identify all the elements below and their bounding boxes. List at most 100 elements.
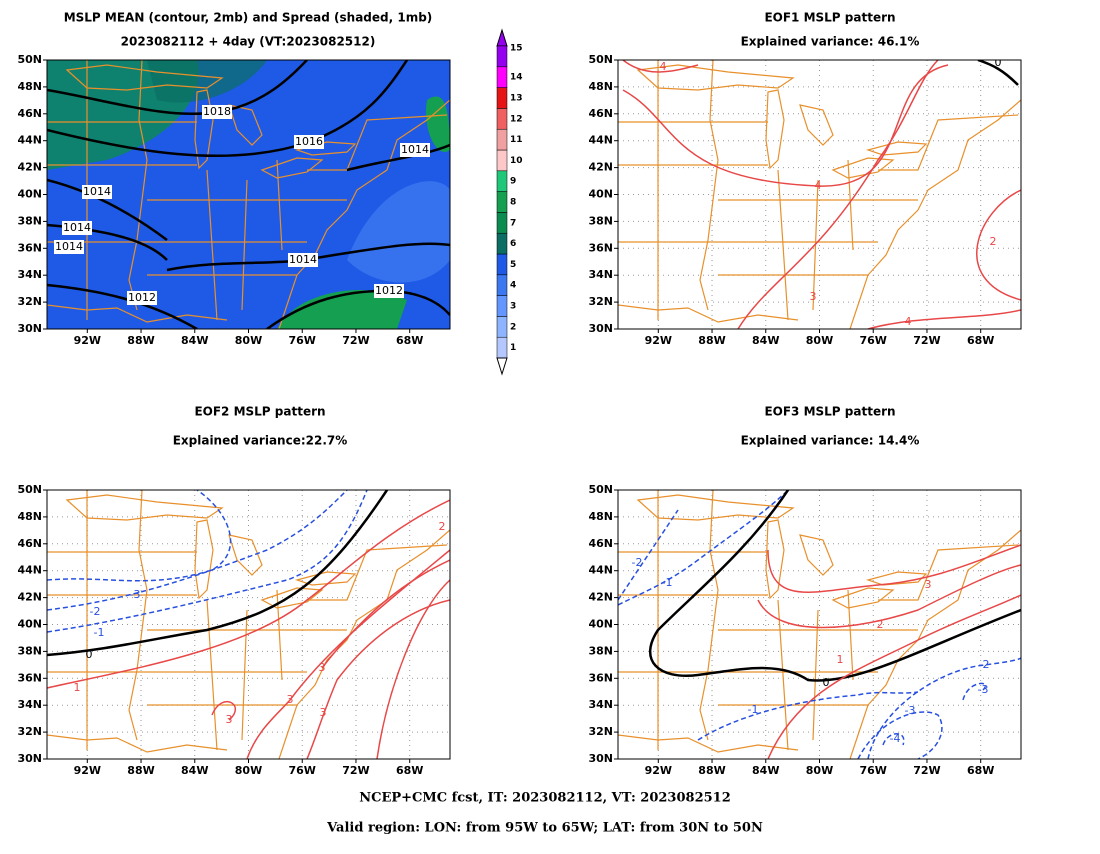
contour-label: -4 <box>890 732 901 745</box>
x-tick-label: 88W <box>698 764 725 777</box>
contour-label: 1014 <box>63 221 91 234</box>
y-tick-label: 32N <box>17 725 42 738</box>
contour-label: 3 <box>925 578 932 591</box>
map-panel: -2 -1 01 2 3 -2 -3 -3 -4 -1 <box>614 489 1022 763</box>
y-tick-label: 30N <box>588 752 613 765</box>
colorbar-label: 11 <box>510 135 523 145</box>
contour-label-box <box>127 291 157 305</box>
y-tick-label: 50N <box>17 483 42 496</box>
x-tick-label: 76W <box>860 764 887 777</box>
y-tick-label: 36N <box>588 241 613 254</box>
contour-line <box>962 682 986 701</box>
contour-label: 1 <box>837 653 844 666</box>
contour-line <box>47 178 168 242</box>
map-frame <box>46 59 451 330</box>
y-tick-label: 46N <box>588 107 613 120</box>
x-tick-label: 80W <box>806 334 833 347</box>
colorbar-label: 7 <box>510 218 516 228</box>
spread-shading <box>426 96 450 152</box>
contour-label: 2 <box>990 235 997 248</box>
y-tick-label: 48N <box>588 510 613 523</box>
y-tick-label: 36N <box>588 671 613 684</box>
contour-label: 0 <box>995 56 1002 69</box>
contour-label: -2 <box>632 556 643 569</box>
map-panel: 1018 1016 1014 1014 1014 1014 1014 1012 1012 <box>43 59 451 333</box>
x-tick-label: 88W <box>127 334 154 347</box>
x-tick-label: 76W <box>289 764 316 777</box>
contour-label: 4 <box>660 60 667 73</box>
map-frame <box>46 489 451 760</box>
y-tick-label: 42N <box>588 161 613 174</box>
colorbar-box <box>496 170 508 192</box>
x-tick-label: 68W <box>967 764 994 777</box>
contour-label: 2 <box>439 520 446 533</box>
contour-label: 1016 <box>295 135 323 148</box>
contour-label: 3 <box>319 661 326 674</box>
spread-shading <box>277 289 407 329</box>
contour-label-box <box>82 185 112 199</box>
contour-line <box>857 711 943 759</box>
colorbar-box <box>496 128 508 151</box>
x-tick-label: 92W <box>645 764 672 777</box>
colorbar-label: 14 <box>510 73 523 83</box>
colorbar-box <box>496 274 508 296</box>
map-area: -3 -2 -10 1 3 3 3 3 2 <box>47 490 450 759</box>
contour-line <box>867 309 1021 329</box>
contour-label-box <box>400 143 430 157</box>
contour-label: 3 <box>320 706 327 719</box>
colorbar-label: 12 <box>510 114 523 124</box>
y-tick-label: 42N <box>17 591 42 604</box>
contour-line <box>47 490 348 611</box>
x-tick-label: 72W <box>913 334 940 347</box>
contour-line <box>737 60 939 329</box>
colorbar-box <box>496 45 508 68</box>
contour-line <box>757 564 1021 629</box>
contour-line <box>211 701 237 721</box>
contour-label: -1 <box>94 626 105 639</box>
y-tick-label: 38N <box>17 644 42 657</box>
colorbar-box <box>496 66 508 88</box>
colorbar-label: 6 <box>510 239 516 249</box>
map-area: 1018 1016 1014 1014 1014 1014 1014 1012 1012 <box>47 60 450 329</box>
x-tick-label: 84W <box>752 334 779 347</box>
y-tick-label: 34N <box>17 268 42 281</box>
colorbar-label: 5 <box>510 260 516 270</box>
contour-label: -3 <box>130 588 141 601</box>
x-tick-label: 76W <box>289 334 316 347</box>
colorbar-box <box>496 232 508 255</box>
contour-line <box>867 657 1021 759</box>
y-tick-label: 38N <box>588 644 613 657</box>
contour-label: 2 <box>877 618 884 631</box>
colorbar-box <box>496 108 508 130</box>
x-tick-label: 80W <box>235 764 262 777</box>
footer-text: Valid region: LON: from 95W to 65W; LAT:… <box>326 821 763 836</box>
y-tick-label: 46N <box>588 537 613 550</box>
contour-label: -2 <box>979 658 990 671</box>
y-tick-label: 34N <box>17 698 42 711</box>
contour-line <box>976 189 1021 301</box>
panel-title: EOF3 MSLP pattern <box>764 405 895 419</box>
y-tick-label: 50N <box>17 53 42 66</box>
map-area: 0 4 4 2 3 4 <box>618 56 1021 329</box>
x-tick-label: 68W <box>967 334 994 347</box>
contour-label-box <box>202 105 232 119</box>
contour-label: 3 <box>226 713 233 726</box>
colorbar-label: 9 <box>510 177 516 187</box>
x-tick-label: 72W <box>913 764 940 777</box>
x-tick-label: 88W <box>127 764 154 777</box>
contour-label-box <box>374 284 404 298</box>
y-tick-label: 50N <box>588 483 613 496</box>
y-tick-label: 38N <box>17 214 42 227</box>
y-tick-label: 30N <box>17 752 42 765</box>
colorbar-label: 15 <box>510 44 523 54</box>
contour-line <box>618 509 679 601</box>
contour-line <box>648 490 1021 682</box>
y-tick-label: 46N <box>17 537 42 550</box>
map-frame <box>617 59 1022 330</box>
colorbar-box <box>496 295 508 317</box>
y-tick-label: 42N <box>17 161 42 174</box>
contour-line <box>47 490 368 633</box>
contour-label: -1 <box>662 576 673 589</box>
y-tick-label: 30N <box>17 322 42 335</box>
